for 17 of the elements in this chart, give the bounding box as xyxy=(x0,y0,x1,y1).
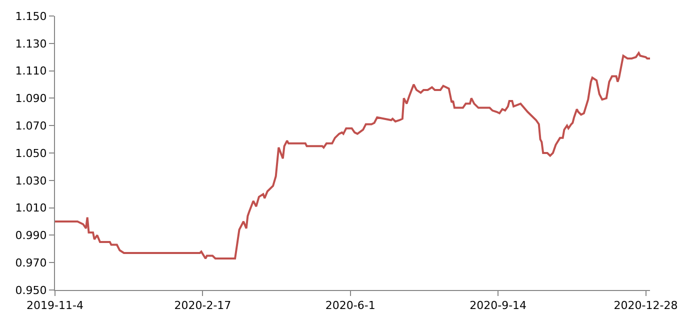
y-tick-label: 1.070 xyxy=(15,119,47,132)
y-tick-label: 1.130 xyxy=(15,37,47,50)
x-tick-label: 2019-11-4 xyxy=(26,299,84,312)
y-tick-label: 1.110 xyxy=(15,64,47,78)
line-series xyxy=(55,52,650,260)
y-tick-label: 1.050 xyxy=(15,146,47,160)
x-tick-label: 2020-6-1 xyxy=(325,299,376,312)
y-tick-label: 0.970 xyxy=(15,256,47,270)
x-tick-label: 2020-12-28 xyxy=(614,299,678,312)
y-tick-label: 1.010 xyxy=(15,202,47,215)
x-tick-label: 2020-9-14 xyxy=(470,299,527,312)
y-tick-label: 0.990 xyxy=(15,229,47,242)
y-tick-label: 1.090 xyxy=(15,92,47,106)
y-tick-label: 1.150 xyxy=(15,10,47,23)
y-tick-label: 0.950 xyxy=(15,284,47,297)
x-tick-label: 2020-2-17 xyxy=(174,299,232,312)
y-tick-label: 1.030 xyxy=(15,174,47,188)
